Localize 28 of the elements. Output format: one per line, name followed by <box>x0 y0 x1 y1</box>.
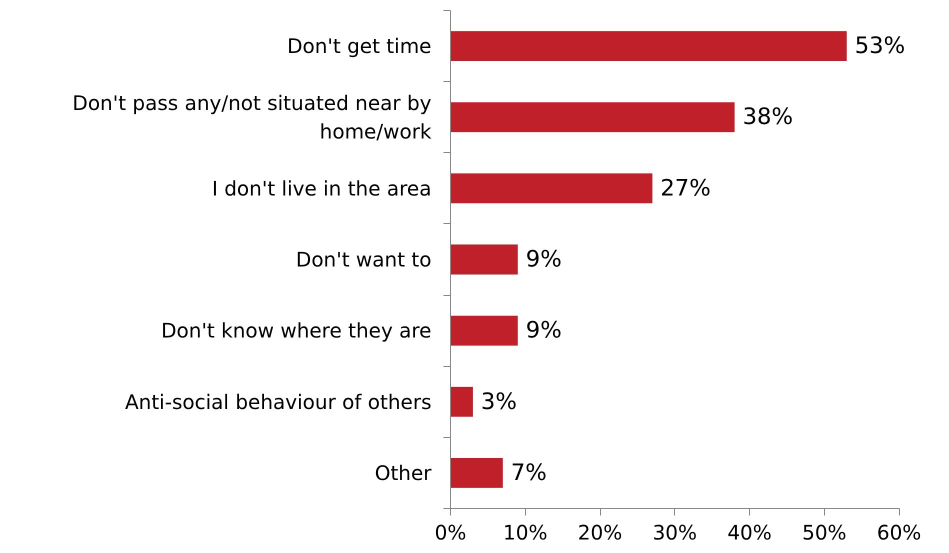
y-tick-label: Don't get time <box>287 34 432 58</box>
x-tick-label: 50% <box>802 520 847 544</box>
x-tick-label: 10% <box>503 520 548 544</box>
y-tick-label: Anti-social behaviour of others <box>124 390 432 414</box>
x-tick-label: 30% <box>652 520 698 544</box>
bar <box>450 386 473 417</box>
x-tick-label: 0% <box>434 520 466 544</box>
y-tick-label: Don't pass any/not situated near by home/work <box>72 90 432 144</box>
data-label: 27% <box>660 175 711 202</box>
x-tick-label: 60% <box>876 520 922 544</box>
data-label: 38% <box>742 104 793 130</box>
x-tick-label: 40% <box>727 520 772 544</box>
bar <box>450 316 518 346</box>
data-label: 53% <box>854 33 906 60</box>
data-label: 9% <box>526 318 562 344</box>
data-label: 7% <box>510 460 547 486</box>
bar <box>450 31 847 62</box>
y-tick-label: Other <box>374 460 432 485</box>
bar <box>450 244 518 274</box>
x-tick-label: 20% <box>578 520 622 544</box>
bar <box>450 458 503 488</box>
data-label: 9% <box>526 246 562 272</box>
bar <box>450 173 652 204</box>
bar <box>450 102 735 132</box>
y-tick-label: Don't want to <box>296 248 432 272</box>
y-tick-label: I don't live in the area <box>212 176 432 200</box>
data-label: 3% <box>480 388 517 415</box>
y-tick-label: Don't know where they are <box>161 318 432 343</box>
